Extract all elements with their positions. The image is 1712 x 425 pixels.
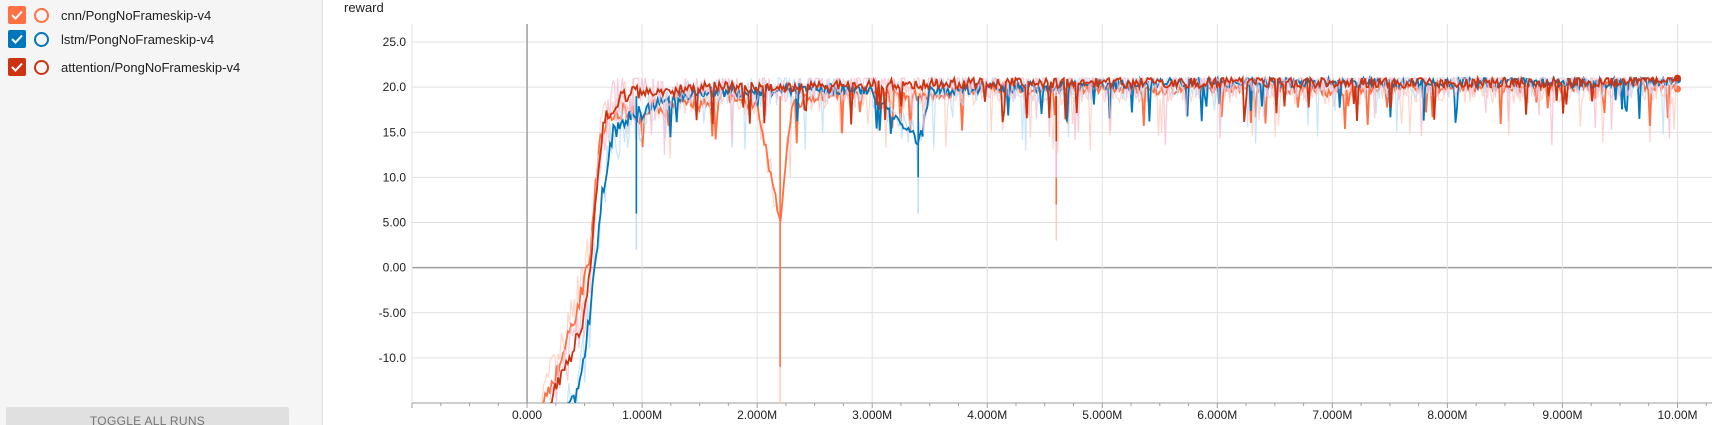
x-tick-label: 1.000M bbox=[622, 408, 662, 422]
x-tick-label: 9.000M bbox=[1542, 408, 1582, 422]
x-tick-label: 4.000M bbox=[967, 408, 1007, 422]
x-tick-label: 3.000M bbox=[852, 408, 892, 422]
x-tick-label: 8.000M bbox=[1427, 408, 1467, 422]
y-tick-label: 5.00 bbox=[383, 216, 407, 230]
check-icon bbox=[11, 62, 23, 72]
y-tick-label: 20.0 bbox=[383, 80, 407, 94]
check-icon bbox=[11, 34, 23, 44]
series-raw-line bbox=[566, 75, 1679, 403]
chart-title: reward bbox=[344, 0, 384, 15]
x-tick-label: 7.000M bbox=[1312, 408, 1352, 422]
series-line bbox=[550, 74, 1679, 403]
run-item-attention[interactable]: attention/PongNoFrameskip-v4 bbox=[8, 56, 240, 78]
y-tick-label: 0.00 bbox=[383, 261, 407, 275]
circle-icon[interactable] bbox=[34, 59, 49, 75]
series-endpoint bbox=[1673, 74, 1681, 82]
run-label-attention: attention/PongNoFrameskip-v4 bbox=[61, 59, 241, 75]
y-tick-label: -10.0 bbox=[379, 351, 407, 365]
toggle-all-runs-button[interactable]: TOGGLE ALL RUNS bbox=[6, 407, 289, 425]
run-label-lstm: lstm/PongNoFrameskip-v4 bbox=[61, 31, 215, 47]
chart-panel: -10.0 -5.00 0.00 5.00 10.0 15.0 20.0 25.0 0.000 1… bbox=[324, 0, 1712, 425]
check-icon bbox=[11, 10, 23, 20]
checkbox-attention[interactable] bbox=[8, 58, 26, 76]
x-tick-label: 6.000M bbox=[1197, 408, 1237, 422]
y-tick-label: 15.0 bbox=[383, 125, 407, 139]
runs-sidebar: cnn/PongNoFrameskip-v4 lstm/PongNoFrames… bbox=[0, 0, 323, 425]
x-tick-label: 2.000M bbox=[737, 408, 777, 422]
x-tick-label: 5.000M bbox=[1082, 408, 1122, 422]
y-tick-label: 10.0 bbox=[383, 170, 407, 184]
series-line bbox=[567, 74, 1679, 403]
x-tick-label: 0.000 bbox=[512, 408, 542, 422]
y-tick-label: -5.00 bbox=[379, 306, 407, 320]
circle-icon[interactable] bbox=[34, 7, 49, 23]
reward-chart[interactable]: -10.0 -5.00 0.00 5.00 10.0 15.0 20.0 25.0 0.000 1… bbox=[324, 0, 1712, 425]
checkbox-lstm[interactable] bbox=[8, 30, 26, 48]
circle-icon[interactable] bbox=[34, 31, 49, 47]
run-label-cnn: cnn/PongNoFrameskip-v4 bbox=[61, 7, 212, 23]
run-item-cnn[interactable]: cnn/PongNoFrameskip-v4 bbox=[8, 4, 211, 26]
checkbox-cnn[interactable] bbox=[8, 6, 26, 24]
x-tick-label: 10.00M bbox=[1657, 408, 1697, 422]
y-tick-label: 25.0 bbox=[383, 35, 407, 49]
run-item-lstm[interactable]: lstm/PongNoFrameskip-v4 bbox=[8, 28, 214, 50]
